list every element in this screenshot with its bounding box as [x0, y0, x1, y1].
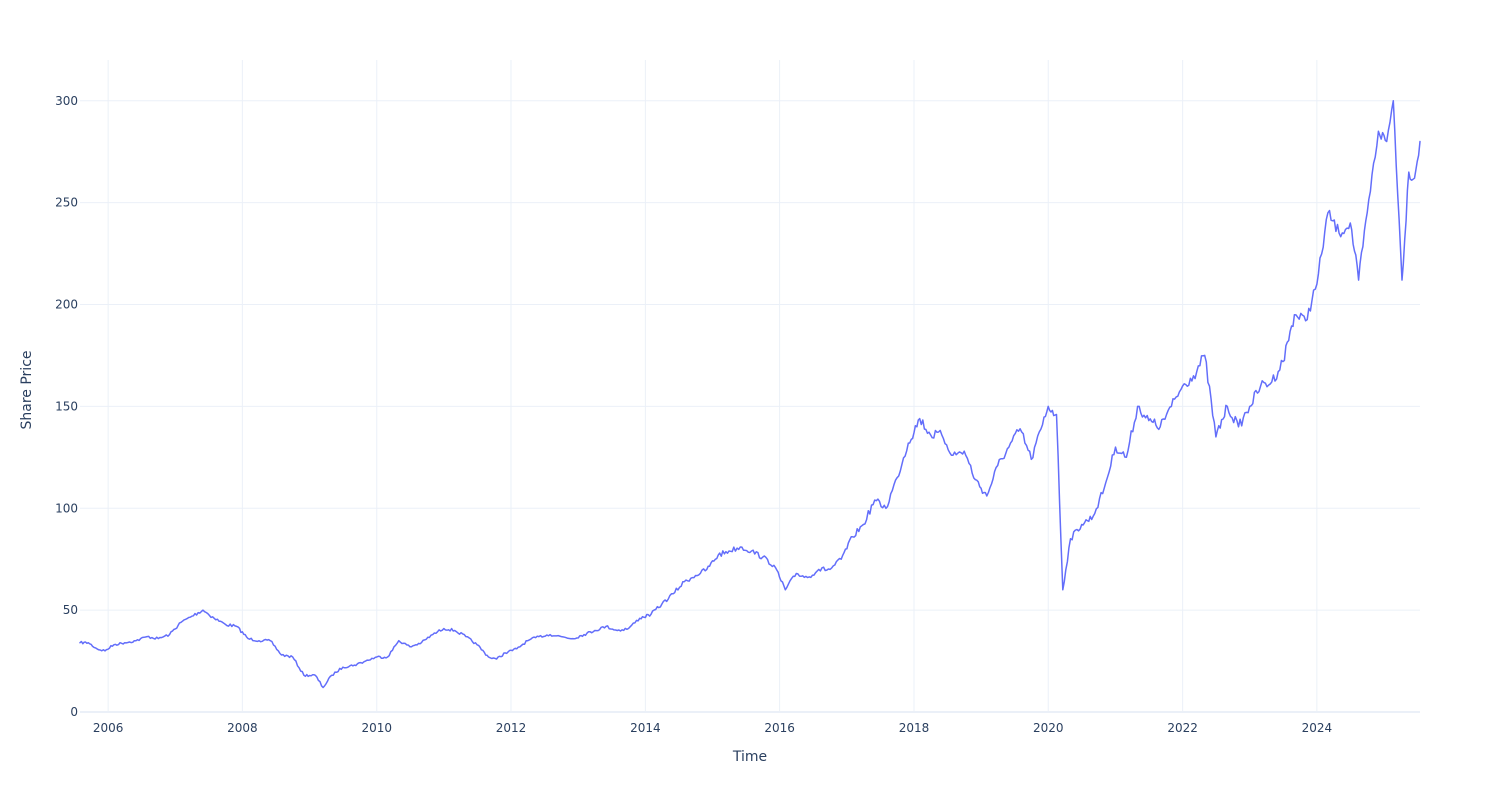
series-layer [79, 100, 1421, 689]
y-tick-label: 250 [55, 196, 78, 210]
grid [80, 60, 1420, 713]
y-tick-label: 300 [55, 94, 78, 108]
x-tick-label: 2012 [496, 721, 527, 735]
x-tick-label: 2014 [630, 721, 661, 735]
x-tick-label: 2020 [1033, 721, 1064, 735]
x-tick-label: 2006 [93, 721, 124, 735]
y-tick-label: 100 [55, 501, 78, 515]
y-tick-label: 50 [63, 603, 78, 617]
x-tick-label: 2016 [764, 721, 795, 735]
tick-labels: 2006 2008 2010 2012 2014 2016 2018 2020 2022 2024… [55, 94, 1332, 735]
x-tick-label: 2018 [899, 721, 930, 735]
x-tick-label: 2022 [1167, 721, 1198, 735]
x-tick-label: 2024 [1302, 721, 1333, 735]
y-axis-title: Share Price [19, 350, 35, 429]
x-tick-label: 2008 [227, 721, 258, 735]
y-tick-label: 150 [55, 399, 78, 413]
y-tick-label: 200 [55, 298, 78, 312]
x-axis-title: Time [732, 749, 767, 765]
series-line-0 [79, 100, 1421, 689]
x-tick-label: 2010 [361, 721, 392, 735]
y-tick-label: 0 [70, 705, 78, 719]
